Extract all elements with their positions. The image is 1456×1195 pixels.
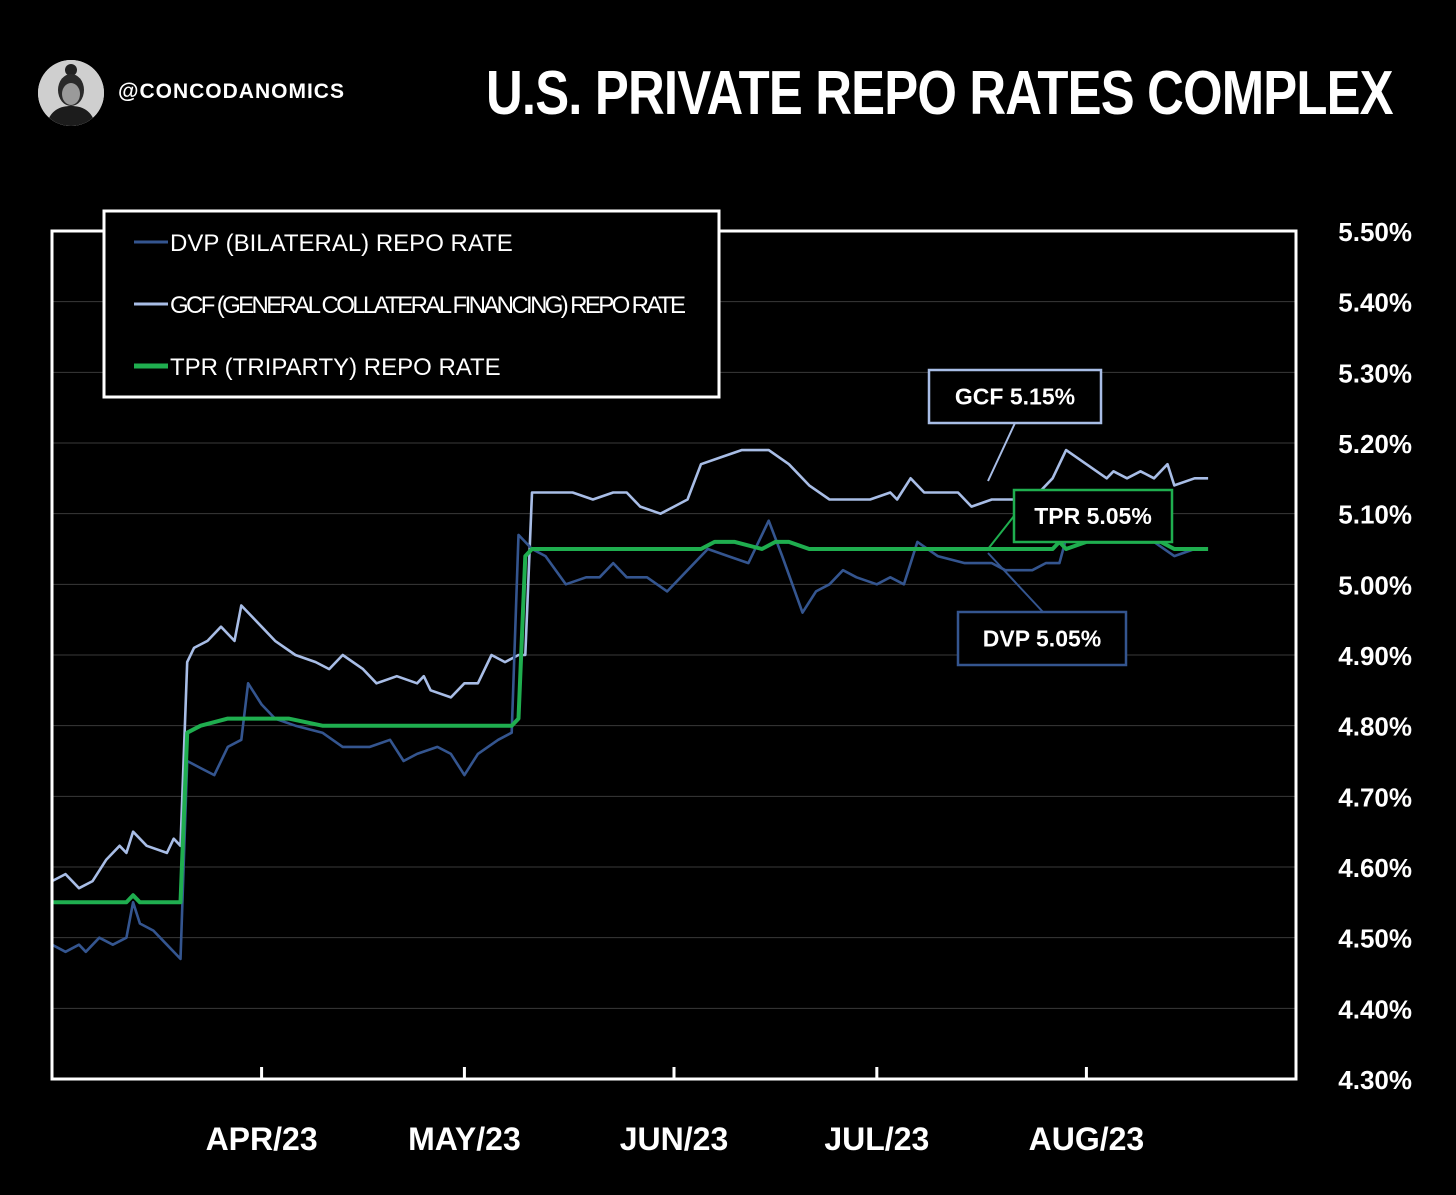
avatar <box>38 60 104 126</box>
dvp-callout-box <box>956 610 1128 667</box>
dvp-callout-label: DVP 5.05% <box>983 626 1101 652</box>
y-tick-label: 4.80% <box>1338 712 1412 742</box>
tpr-callout-leader <box>987 515 1015 550</box>
x-tick-label: AUG/23 <box>1029 1121 1145 1157</box>
x-tick-label: JUL/23 <box>824 1121 929 1157</box>
y-tick-label: 5.10% <box>1338 500 1412 530</box>
person-portrait-icon <box>38 60 104 126</box>
y-tick-label: 4.60% <box>1338 853 1412 883</box>
x-tick-label: JUN/23 <box>620 1121 729 1157</box>
dvp-legend-label: DVP (BILATERAL) REPO RATE <box>170 230 513 257</box>
gcf-callout-leader <box>987 422 1016 482</box>
legend: DVP (BILATERAL) REPO RATE GCF (GENERAL CO… <box>102 209 721 399</box>
y-tick-label: 5.20% <box>1338 429 1412 459</box>
y-tick-label: 4.90% <box>1338 641 1412 671</box>
dvp-series-line <box>51 512 1202 961</box>
x-tick-label: MAY/23 <box>408 1121 521 1157</box>
y-tick-label: 5.40% <box>1338 288 1412 318</box>
tpr-legend-label: TPR (TRIPARTY) REPO RATE <box>170 354 501 381</box>
x-tick-label: APR/23 <box>206 1121 318 1157</box>
tpr-callout-box <box>1012 488 1174 544</box>
y-tick-label: 4.70% <box>1338 782 1412 812</box>
gcf-callout-label: GCF 5.15% <box>955 384 1075 410</box>
y-axis: 4.30% 4.40% 4.50% 4.60% 4.70% 4.80% 4.90% 5.00%… <box>1338 217 1412 1095</box>
callouts: GCF 5.15% TPR 5.05% DVP 5.05% <box>927 368 1174 667</box>
x-axis: APR/23 MAY/23 JUN/23 JUL/23 AUG/23 <box>206 1067 1145 1157</box>
y-tick-label: 5.00% <box>1338 570 1412 600</box>
tpr-callout-label: TPR 5.05% <box>1034 503 1152 529</box>
y-tick-label: 5.50% <box>1338 217 1412 247</box>
tpr-series-line <box>52 539 1209 905</box>
page-title: U.S. PRIVATE REPO RATES COMPLEX <box>486 59 1394 128</box>
gcf-legend-label: GCF (GENERAL COLLATERAL FINANCING) REPO … <box>170 292 686 319</box>
y-tick-label: 5.30% <box>1338 358 1412 388</box>
author-handle: @CONCODANOMICS <box>118 80 345 103</box>
dvp-callout-leader <box>987 552 1044 613</box>
gcf-callout-box <box>927 368 1103 425</box>
y-tick-label: 4.50% <box>1338 924 1412 954</box>
y-tick-label: 4.40% <box>1338 994 1412 1024</box>
legend-box <box>102 209 721 399</box>
y-tick-label: 4.30% <box>1338 1065 1412 1095</box>
